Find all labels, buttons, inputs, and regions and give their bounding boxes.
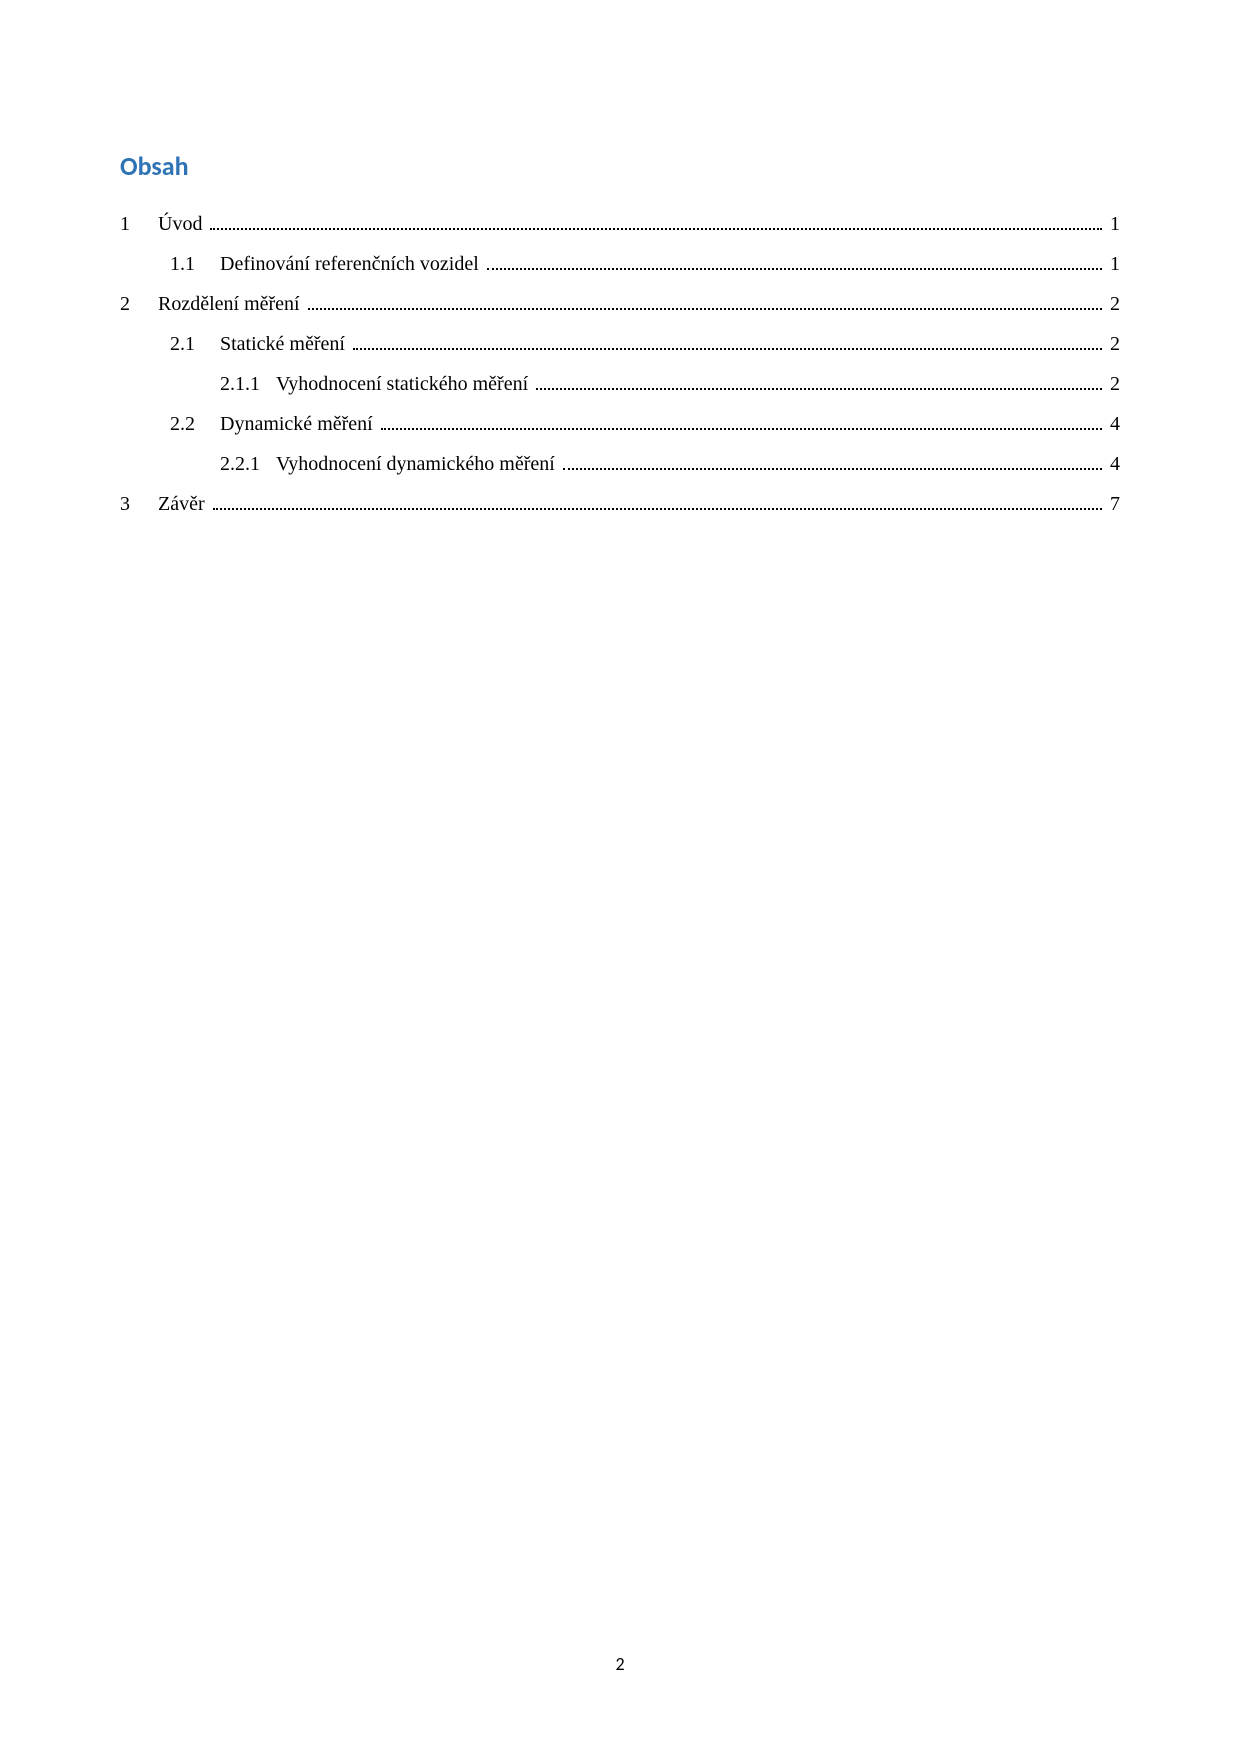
toc-entry-title: Statické měření [220, 334, 349, 354]
toc-dot-leader [536, 388, 1102, 390]
toc-entry-title: Dynamické měření [220, 414, 377, 434]
toc-entry-page: 4 [1106, 414, 1120, 434]
toc-dot-leader [213, 508, 1102, 510]
toc-entry-title: Definování referenčních vozidel [220, 254, 483, 274]
toc-entry-page: 2 [1106, 294, 1120, 314]
table-of-contents: 1 Úvod 1 1.1 Definování referenčních voz… [120, 214, 1120, 514]
toc-entry-page: 1 [1106, 254, 1120, 274]
toc-entry: 2.2 Dynamické měření 4 [120, 414, 1120, 434]
page-content: Obsah 1 Úvod 1 1.1 Definování referenční… [0, 0, 1240, 514]
toc-entry-title: Úvod [158, 214, 206, 234]
toc-entry-title: Vyhodnocení statického měření [276, 374, 532, 394]
page-number: 2 [0, 1653, 1240, 1675]
toc-entry: 2 Rozdělení měření 2 [120, 294, 1120, 314]
toc-dot-leader [308, 308, 1102, 310]
toc-entry-number: 2.2.1 [220, 454, 276, 474]
toc-entry-page: 4 [1106, 454, 1120, 474]
toc-dot-leader [487, 268, 1102, 270]
toc-entry-title: Závěr [158, 494, 209, 514]
toc-dot-leader [563, 468, 1102, 470]
toc-dot-leader [381, 428, 1102, 430]
toc-entry-page: 7 [1106, 494, 1120, 514]
toc-heading: Obsah [120, 150, 1120, 182]
toc-entry-number: 1 [120, 214, 158, 234]
toc-entry-number: 3 [120, 494, 158, 514]
toc-entry: 2.1 Statické měření 2 [120, 334, 1120, 354]
toc-entry-number: 2.1 [170, 334, 220, 354]
toc-entry-number: 2.2 [170, 414, 220, 434]
toc-entry-page: 2 [1106, 334, 1120, 354]
toc-entry: 1.1 Definování referenčních vozidel 1 [120, 254, 1120, 274]
toc-entry-number: 2 [120, 294, 158, 314]
toc-dot-leader [210, 228, 1102, 230]
toc-entry: 3 Závěr 7 [120, 494, 1120, 514]
toc-entry-page: 2 [1106, 374, 1120, 394]
toc-entry-number: 2.1.1 [220, 374, 276, 394]
toc-entry-page: 1 [1106, 214, 1120, 234]
toc-entry: 1 Úvod 1 [120, 214, 1120, 234]
toc-entry-title: Vyhodnocení dynamického měření [276, 454, 559, 474]
toc-dot-leader [353, 348, 1102, 350]
toc-entry-title: Rozdělení měření [158, 294, 304, 314]
toc-entry: 2.2.1 Vyhodnocení dynamického měření 4 [120, 454, 1120, 474]
toc-entry: 2.1.1 Vyhodnocení statického měření 2 [120, 374, 1120, 394]
toc-entry-number: 1.1 [170, 254, 220, 274]
